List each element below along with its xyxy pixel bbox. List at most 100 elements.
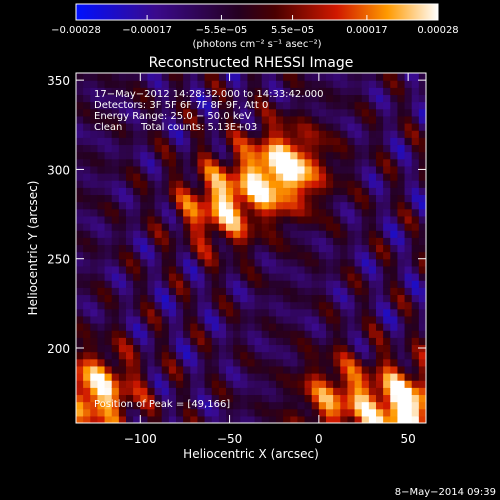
heatmap-cell	[318, 80, 327, 88]
heatmap-cell	[354, 308, 363, 317]
heatmap-cell	[361, 373, 370, 381]
heatmap-cell	[247, 330, 256, 338]
heatmap-cell	[311, 130, 320, 138]
heatmap-cell	[397, 108, 406, 117]
heatmap-cell	[333, 130, 341, 138]
heatmap-cell	[354, 180, 363, 188]
heatmap-cell	[340, 187, 349, 196]
heatmap-cell	[268, 87, 277, 96]
heatmap-cell	[411, 408, 420, 417]
heatmap-cell	[197, 394, 206, 403]
heatmap-cell	[304, 187, 313, 196]
heatmap-cell	[418, 337, 426, 346]
heatmap-cell	[418, 223, 426, 231]
heatmap-cell	[340, 237, 349, 246]
heatmap-cell	[340, 373, 349, 381]
heatmap-cell	[347, 308, 356, 317]
heatmap-cell	[411, 87, 420, 96]
heatmap-cell	[97, 187, 106, 196]
heatmap-cell	[283, 230, 291, 238]
heatmap-cell	[147, 265, 156, 274]
heatmap-cell	[76, 415, 84, 423]
heatmap-cell	[168, 130, 177, 138]
heatmap-cell	[133, 287, 141, 296]
heatmap-cell	[218, 351, 227, 360]
heatmap-cell	[383, 273, 391, 281]
heatmap-cell	[183, 273, 191, 281]
heatmap-cell	[397, 287, 406, 296]
heatmap-cell	[404, 144, 413, 153]
heatmap-cell	[126, 330, 134, 338]
heatmap-cell	[133, 244, 141, 253]
heatmap-cell	[118, 287, 127, 296]
heatmap-cell	[154, 380, 163, 388]
heatmap-cell	[197, 237, 206, 246]
heatmap-cell	[368, 230, 377, 238]
heatmap-cell	[290, 365, 299, 374]
heatmap-cell	[390, 158, 399, 167]
heatmap-cell	[168, 108, 177, 117]
heatmap-cell	[90, 80, 99, 88]
heatmap-cell	[83, 130, 91, 138]
heatmap-cell	[311, 351, 320, 360]
heatmap-cell	[118, 401, 127, 410]
heatmap-cell	[83, 387, 91, 396]
heatmap-cell	[211, 101, 220, 110]
heatmap-cell	[290, 258, 299, 267]
heatmap-cell	[283, 194, 291, 203]
heatmap-cell	[211, 323, 220, 331]
heatmap-cell	[154, 215, 163, 224]
heatmap-cell	[340, 87, 349, 96]
heatmap-cell	[161, 387, 170, 396]
heatmap-cell	[161, 144, 170, 153]
heatmap-cell	[147, 337, 156, 346]
heatmap-cell	[390, 80, 399, 88]
heatmap-cell	[261, 351, 270, 360]
heatmap-cell	[190, 330, 199, 338]
heatmap-cell	[133, 337, 141, 346]
heatmap-cell	[383, 180, 391, 188]
heatmap-cell	[197, 115, 206, 124]
heatmap-cell	[90, 323, 99, 331]
heatmap-cell	[354, 380, 363, 388]
heatmap-cell	[333, 408, 341, 417]
heatmap-cell	[283, 265, 291, 274]
heatmap-cell	[218, 180, 227, 188]
heatmap-cell	[118, 180, 127, 188]
heatmap-cell	[204, 323, 213, 331]
heatmap-cell	[304, 323, 313, 331]
heatmap-cell	[361, 115, 370, 124]
heatmap-cell	[304, 201, 313, 210]
heatmap-cell	[283, 108, 291, 117]
heatmap-cell	[147, 351, 156, 360]
heatmap-cell	[183, 201, 191, 210]
heatmap-cell	[190, 373, 199, 381]
heatmap-cell	[83, 401, 91, 410]
heatmap-cell	[176, 230, 184, 238]
heatmap-cell	[368, 415, 377, 423]
heatmap-cell	[183, 387, 191, 396]
heatmap-cell	[111, 80, 120, 88]
heatmap-cell	[397, 208, 406, 217]
heatmap-cell	[347, 273, 356, 281]
heatmap-cell	[104, 351, 113, 360]
heatmap-cell	[104, 387, 113, 396]
heatmap-cell	[218, 94, 227, 103]
heatmap-cell	[383, 351, 391, 360]
heatmap-cell	[190, 230, 199, 238]
heatmap-cell	[226, 123, 234, 131]
heatmap-cell	[118, 258, 127, 267]
heatmap-cell	[376, 108, 384, 117]
heatmap-cell	[204, 194, 213, 203]
heatmap-cell	[354, 108, 363, 117]
heatmap-cell	[133, 101, 141, 110]
heatmap-cell	[383, 130, 391, 138]
heatmap-cell	[304, 415, 313, 423]
heatmap-cell	[133, 230, 141, 238]
heatmap-cell	[383, 330, 391, 338]
heatmap-cell	[140, 94, 149, 103]
heatmap-cell	[404, 408, 413, 417]
heatmap-cell	[390, 187, 399, 196]
heatmap-cell	[326, 123, 334, 131]
heatmap-cell	[361, 80, 370, 88]
